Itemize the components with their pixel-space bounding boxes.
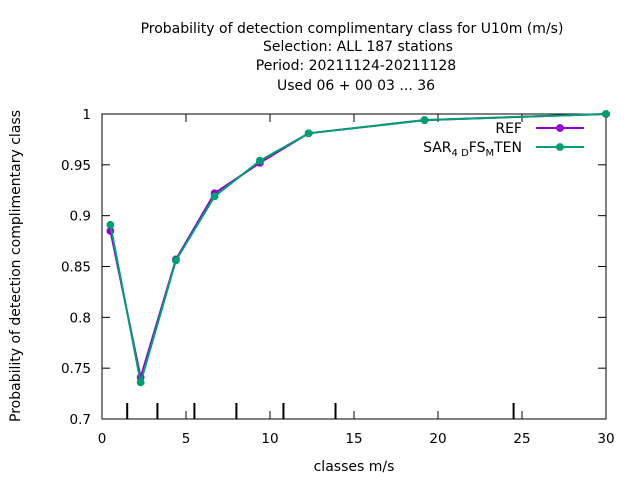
chart-title: Probability of detection complimentary c… [141, 21, 564, 94]
title-line-3: Period: 20211124-20211128 [256, 58, 456, 74]
x-tick-label: 10 [261, 431, 278, 447]
legend: REF SAR4 DFSMTEN [423, 121, 584, 159]
y-tick-label: 1 [82, 107, 91, 123]
legend-label-part: SAR [423, 140, 452, 156]
legend-marker-sar [556, 143, 564, 151]
x-tick-label: 20 [429, 431, 446, 447]
series-sar [106, 110, 610, 387]
legend-label-part: TEN [493, 140, 522, 156]
data-point [304, 129, 313, 138]
title-line-4: Used 06 + 00 03 ... 36 [277, 78, 435, 94]
x-axis-label: classes m/s [314, 459, 395, 475]
legend-marker-ref [556, 124, 564, 132]
class-boundary-marks [126, 403, 515, 419]
y-tick-label: 0.85 [61, 260, 91, 276]
data-point [136, 378, 145, 387]
legend-label-ref: REF [495, 121, 522, 137]
data-point [210, 192, 219, 201]
x-tick-label: 30 [597, 431, 614, 447]
data-point [172, 256, 180, 265]
title-line-2: Selection: ALL 187 stations [263, 39, 453, 55]
y-tick-label: 0.9 [70, 209, 91, 225]
plot-frame [101, 113, 607, 420]
series-layer [106, 110, 610, 387]
legend-label-part: M [485, 148, 494, 159]
legend-label-part: 4 D [452, 148, 470, 159]
y-axis-label: Probability of detection complimentary c… [8, 110, 24, 422]
x-tick-label: 25 [513, 431, 530, 447]
series-line [109, 113, 607, 383]
series-ref [106, 110, 610, 382]
data-point [420, 116, 429, 124]
data-point [602, 110, 610, 118]
y-tick-label: 0.7 [70, 412, 91, 428]
y-tick-label: 0.8 [70, 310, 91, 326]
legend-label-sar: SAR4 DFSMTEN [423, 140, 522, 159]
y-tick-label: 0.95 [61, 158, 91, 174]
legend-label-part: FS [469, 140, 486, 156]
data-point [106, 221, 115, 229]
data-point [256, 157, 264, 165]
x-tick-label: 0 [98, 431, 107, 447]
x-tick-label: 5 [182, 431, 191, 447]
title-line-1: Probability of detection complimentary c… [141, 21, 564, 37]
y-tick-label: 0.75 [61, 361, 91, 377]
x-axis-ticks: 0 5 10 15 20 25 30 [98, 114, 615, 447]
x-tick-label: 15 [345, 431, 362, 447]
